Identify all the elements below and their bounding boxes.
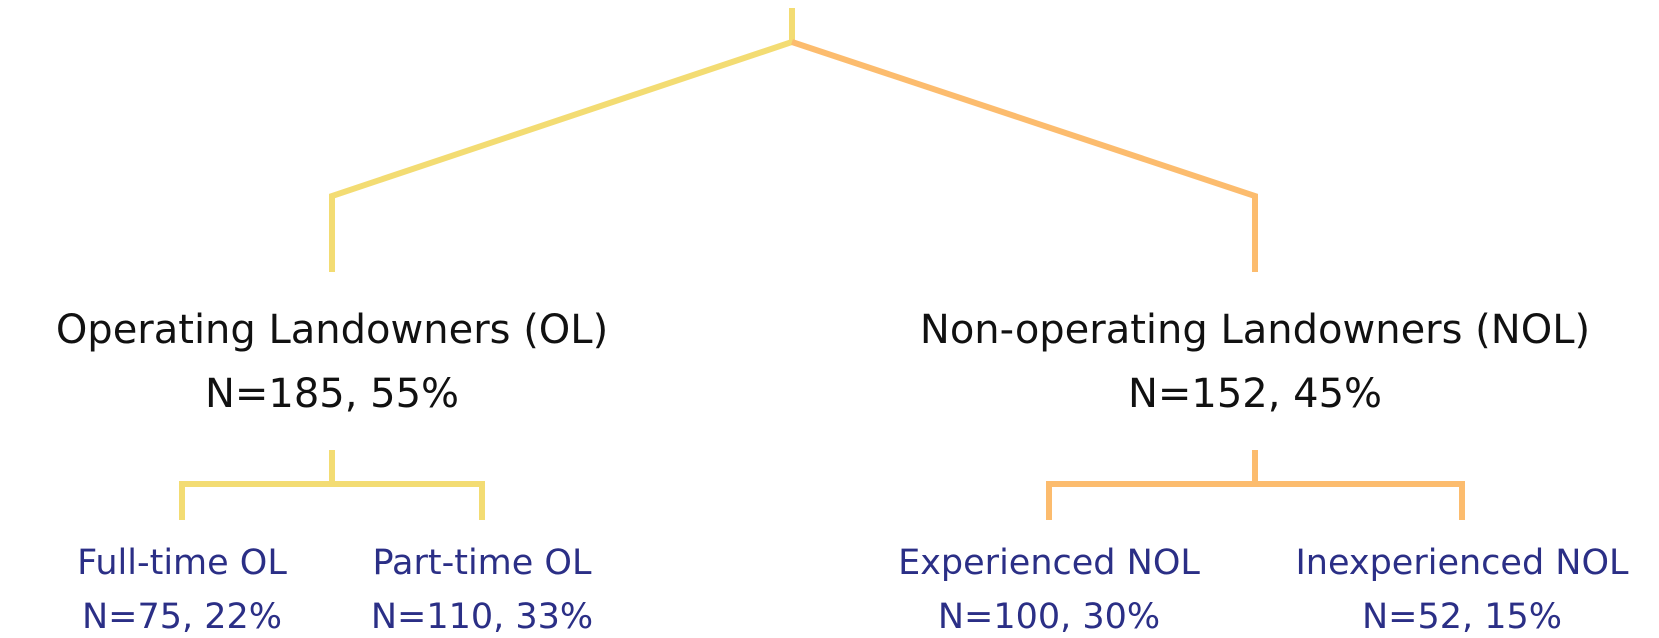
connector (179, 481, 485, 520)
connector (329, 8, 795, 272)
node-label: Part-time OL (373, 543, 592, 583)
node-stat: N=185, 55% (205, 371, 459, 417)
node-label: Operating Landowners (OL) (56, 307, 608, 353)
node-label: Non-operating Landowners (NOL) (920, 307, 1590, 353)
node-stat: N=110, 33% (371, 597, 593, 637)
node-label: Full-time OL (77, 543, 287, 583)
node-stat: N=152, 45% (1128, 371, 1382, 417)
node-stat: N=75, 22% (82, 597, 282, 637)
node-stat: N=100, 30% (938, 597, 1160, 637)
node-stat: N=52, 15% (1362, 597, 1562, 637)
node-label: Inexperienced NOL (1295, 543, 1629, 583)
connector (1046, 481, 1465, 520)
connector (791, 39, 1258, 272)
node-label: Experienced NOL (898, 543, 1200, 583)
